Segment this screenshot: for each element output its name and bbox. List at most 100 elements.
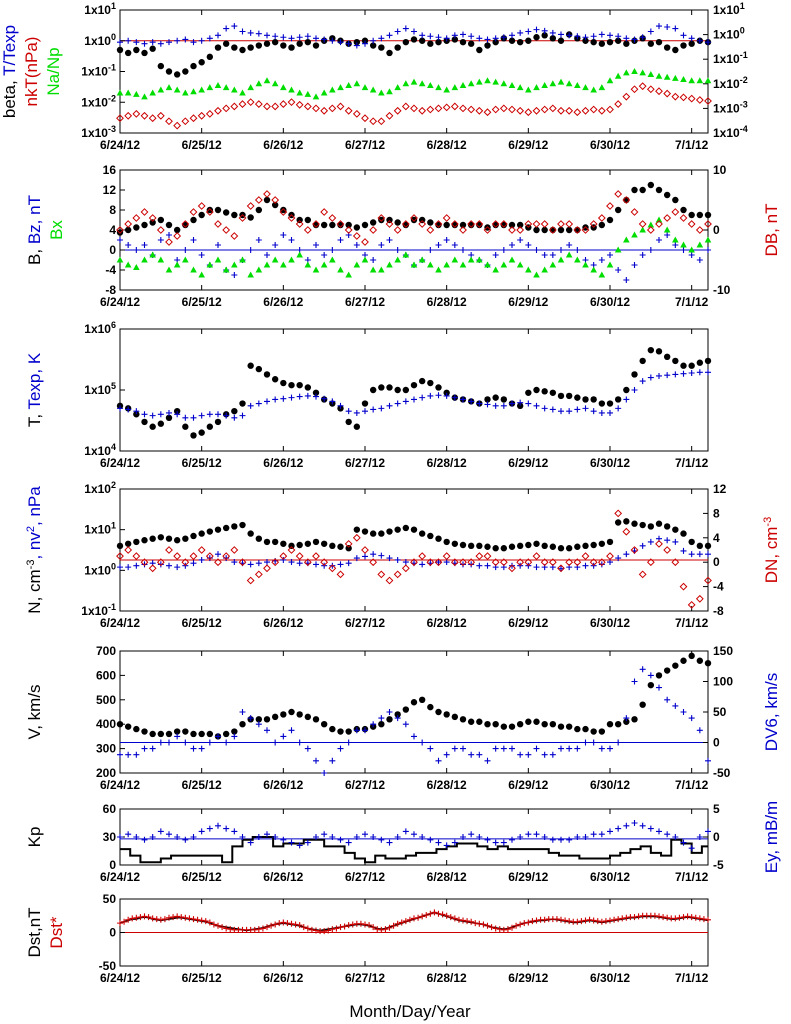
data-point-diamond — [499, 558, 508, 567]
data-point-plus — [582, 739, 589, 746]
data-point-dot — [198, 211, 205, 219]
data-point-plus — [149, 745, 156, 752]
data-point-plus — [345, 922, 352, 929]
data-point-dot — [182, 728, 189, 735]
data-point-dot — [345, 545, 352, 552]
y2-tick-label: 1x100 — [713, 26, 745, 42]
data-point-plus — [321, 252, 328, 258]
data-point-plus — [321, 395, 328, 402]
y2-tick-label: 0 — [713, 555, 720, 569]
data-point-dot — [410, 36, 418, 43]
data-point-triangle — [173, 261, 181, 268]
data-point-dot — [141, 728, 148, 735]
series-dot — [116, 652, 712, 740]
data-point-plus — [280, 919, 287, 926]
y2-tick-label: -8 — [713, 604, 724, 618]
data-point-plus — [231, 828, 238, 835]
data-point-triangle — [141, 256, 148, 263]
data-point-dot — [280, 42, 287, 49]
data-point-diamond — [156, 111, 165, 120]
data-point-plus — [435, 34, 442, 41]
data-point-diamond — [434, 558, 443, 567]
data-point-plus — [415, 914, 422, 921]
data-point-plus — [353, 555, 360, 562]
data-point-triangle — [182, 89, 189, 96]
data-point-dot — [516, 402, 524, 410]
data-point-plus — [639, 252, 646, 258]
data-point-dot — [541, 32, 548, 39]
data-point-plus — [378, 35, 385, 42]
data-point-plus — [590, 917, 597, 924]
data-point-plus — [337, 836, 344, 843]
data-point-plus — [533, 831, 540, 838]
data-point-diamond — [230, 102, 239, 111]
data-point-dot — [231, 728, 238, 735]
data-point-dot — [133, 46, 140, 54]
data-point-triangle — [631, 68, 638, 74]
y-axis-label-2: Bx — [47, 220, 66, 240]
data-point-plus — [598, 745, 605, 752]
data-point-plus — [153, 916, 160, 923]
data-point-plus — [672, 371, 679, 378]
data-point-dot — [149, 423, 156, 430]
data-point-plus — [435, 839, 442, 846]
data-point-plus — [439, 911, 446, 918]
data-point-dot — [378, 530, 385, 537]
data-point-dot — [565, 723, 573, 730]
data-point-triangle — [304, 261, 312, 268]
data-point-plus — [615, 739, 622, 746]
data-point-plus — [513, 922, 520, 929]
data-point-triangle — [320, 261, 328, 268]
data-point-diamond — [704, 220, 712, 228]
data-point-diamond — [140, 111, 149, 120]
data-point-plus — [484, 922, 491, 929]
x-tick-label: 6/30/12 — [590, 971, 630, 985]
data-point-diamond — [450, 558, 459, 567]
data-point-triangle — [239, 256, 246, 263]
data-point-dot — [378, 44, 385, 51]
data-point-dot — [222, 730, 230, 738]
data-point-dot — [394, 526, 401, 533]
data-point-plus — [182, 414, 189, 421]
y-axis-label: beta, T/Texp — [0, 25, 19, 118]
data-point-plus — [337, 745, 344, 752]
data-point-dot — [639, 701, 646, 708]
data-point-plus — [198, 252, 205, 258]
data-point-plus — [619, 915, 626, 922]
data-point-diamond — [630, 85, 639, 94]
data-point-plus — [190, 414, 197, 421]
data-point-dot — [116, 721, 124, 728]
data-point-plus — [500, 34, 507, 41]
data-point-dot — [525, 541, 532, 549]
data-point-plus — [451, 394, 458, 401]
data-point-plus — [182, 739, 189, 746]
data-point-diamond — [385, 111, 394, 120]
series-plus — [117, 666, 711, 776]
data-point-plus — [272, 834, 279, 840]
data-point-plus — [435, 242, 442, 248]
data-point-plus — [313, 757, 319, 764]
data-point-plus — [378, 552, 385, 559]
data-point-diamond — [655, 220, 663, 228]
data-point-plus — [664, 23, 671, 30]
data-point-triangle — [492, 266, 499, 273]
data-point-plus — [696, 257, 703, 263]
panel-p3: 6/24/12 6/25/12 6/26/12 6/27/12 6/28/12 6/29/… — [25, 320, 712, 470]
data-point-triangle — [133, 264, 140, 270]
data-point-triangle — [549, 261, 557, 268]
x-tick-label: 6/28/12 — [427, 971, 467, 985]
data-point-dot — [288, 44, 295, 51]
data-point-dot — [525, 718, 532, 725]
data-point-dot — [255, 716, 263, 723]
data-point-triangle — [165, 266, 173, 273]
data-point-dot — [451, 540, 459, 547]
data-point-plus — [402, 721, 409, 728]
data-point-plus — [378, 836, 385, 843]
data-point-dot — [410, 381, 418, 389]
data-point-dot — [582, 37, 589, 44]
data-point-dot — [696, 657, 704, 664]
y-tick-label: 1x100 — [84, 561, 116, 577]
data-point-dot — [353, 38, 361, 46]
y-tick-label: -50 — [99, 959, 117, 973]
data-point-diamond — [597, 106, 606, 115]
